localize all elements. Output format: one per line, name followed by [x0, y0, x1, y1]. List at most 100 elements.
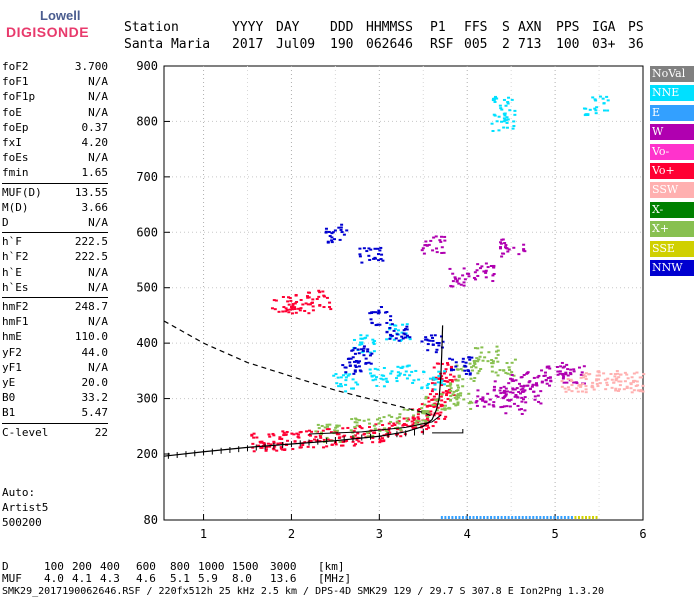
echo-point [424, 240, 428, 243]
echo-point [388, 337, 392, 340]
echo-point [484, 270, 488, 273]
echo-point [566, 386, 570, 389]
param-row: foF1p N/A [2, 90, 108, 103]
noise-echo [567, 516, 570, 519]
param-row: foE N/A [2, 106, 108, 119]
echo-point [375, 418, 379, 421]
echo-point [467, 402, 471, 405]
echo-point [395, 426, 399, 429]
param-row: B0 33.2 [2, 391, 108, 404]
echo-point [414, 419, 418, 422]
echo-point [356, 432, 360, 435]
muf-value: [MHz] [318, 572, 352, 585]
echo-point [366, 348, 370, 351]
echo-point [401, 323, 405, 326]
echo-point [379, 377, 383, 380]
echo-point [322, 446, 326, 449]
echo-point [432, 398, 436, 401]
header-value: 2017 [232, 37, 264, 52]
echo-point [398, 416, 402, 419]
echo-point [358, 419, 362, 422]
echo-point [358, 255, 362, 258]
echo-point [311, 305, 315, 308]
echo-point [314, 430, 318, 433]
echo-point [491, 362, 495, 365]
echo-point [519, 388, 523, 391]
echo-point [565, 381, 569, 384]
echo-point [448, 357, 452, 360]
echo-point [370, 311, 374, 314]
echo-point [372, 311, 376, 314]
echo-point [564, 373, 568, 376]
echo-point [594, 112, 598, 115]
echo-point [351, 378, 355, 381]
echo-point [316, 423, 320, 426]
echo-point [593, 107, 597, 110]
y-tick-label: 800 [136, 114, 158, 128]
echo-point [348, 361, 352, 364]
param-row: hmE 110.0 [2, 330, 108, 343]
echo-point [512, 402, 516, 405]
echo-point [437, 344, 441, 347]
echo-point [519, 408, 523, 411]
echo-point [440, 375, 444, 378]
echo-point [576, 390, 580, 393]
param-name: h`E [2, 265, 22, 279]
echo-point [490, 362, 494, 365]
echo-point [366, 435, 370, 438]
echo-point [382, 366, 386, 369]
echo-point [422, 370, 426, 373]
echo-point [462, 398, 466, 401]
echo-point [436, 406, 440, 409]
echo-point [475, 400, 479, 403]
param-name: h`Es [2, 280, 29, 294]
param-value: 222.5 [74, 250, 108, 264]
echo-point [528, 388, 532, 391]
echo-point [426, 386, 430, 389]
echo-point [424, 397, 428, 400]
echo-point [498, 389, 502, 392]
echo-point [579, 376, 583, 379]
echo-point [373, 340, 377, 343]
echo-point [494, 97, 498, 100]
echo-point [481, 396, 485, 399]
echo-point [506, 250, 510, 253]
echo-point [412, 379, 416, 382]
echo-point [595, 379, 599, 382]
echo-point [472, 276, 476, 279]
echo-point [362, 247, 366, 250]
echo-point [429, 410, 433, 413]
echo-point [405, 420, 409, 423]
echo-point [532, 376, 536, 379]
echo-point [362, 419, 366, 422]
echo-point [304, 302, 308, 305]
echo-point [582, 107, 586, 110]
echo-point [473, 362, 477, 365]
echo-point [504, 387, 508, 390]
echo-point [393, 327, 397, 330]
echo-point [638, 376, 642, 379]
echo-point [353, 427, 357, 430]
echo-point [521, 387, 525, 390]
d-value: 400 [100, 560, 120, 573]
param-name: MUF(D) [2, 185, 42, 199]
echo-point [442, 370, 446, 373]
echo-point [380, 306, 384, 309]
legend-item: NNE [650, 85, 694, 102]
noise-echo [553, 516, 556, 519]
echo-point [431, 339, 435, 342]
param-value: N/A [88, 216, 108, 229]
echo-point [358, 253, 362, 256]
noise-echo [549, 516, 552, 519]
echo-point [377, 422, 381, 425]
echo-point [486, 266, 490, 269]
echo-point [580, 390, 584, 393]
noise-echo [468, 516, 471, 519]
echo-point [499, 242, 503, 245]
echo-point [372, 350, 376, 353]
echo-point [411, 381, 415, 384]
echo-point [416, 421, 420, 424]
echo-point [393, 423, 397, 426]
echo-point [330, 239, 334, 242]
echo-point [370, 321, 374, 324]
